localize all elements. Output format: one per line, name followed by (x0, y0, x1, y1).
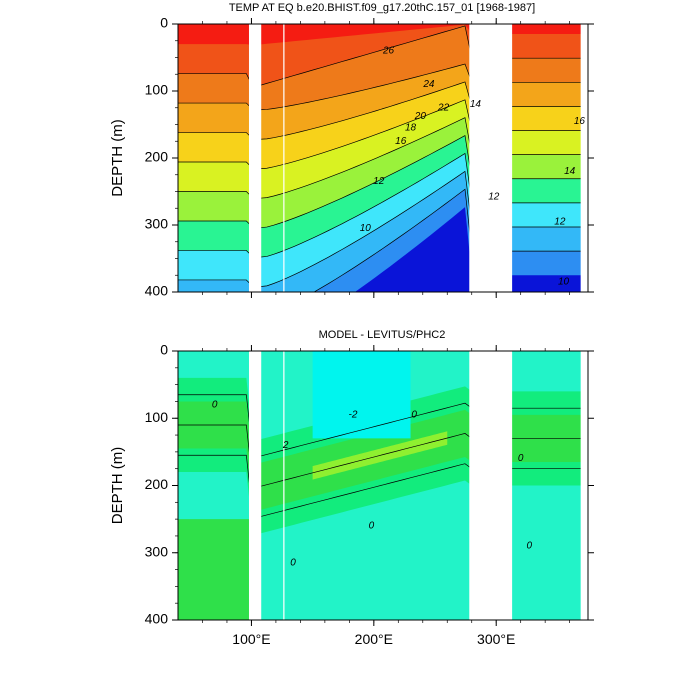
isotherm-16 (178, 135, 588, 229)
contour-label: 0 (526, 541, 532, 552)
contour-label: 12 (554, 216, 566, 227)
isotherm-24 (178, 63, 588, 111)
top-contour-lines (178, 25, 588, 292)
contour-label: 24 (422, 79, 435, 90)
isotherm-14 (178, 152, 588, 258)
y-tick-label: 200 (145, 476, 169, 492)
isotherm-12 (178, 170, 588, 287)
land-gap (283, 24, 285, 292)
contour-label: 0 (518, 453, 524, 464)
panel-temperature: TEMP AT EQ b.e20.BHIST.f09_g17.20thC.157… (109, 2, 594, 299)
contour-label: 0 (212, 399, 218, 410)
isotherm-18 (178, 117, 588, 199)
contour-label: 26 (382, 45, 395, 56)
y-tick-label: 0 (160, 342, 168, 358)
isotherm-10 (178, 188, 588, 292)
y-tick-label: 300 (145, 216, 169, 232)
y-tick-label: 400 (145, 283, 169, 299)
bottom-contour-lines (178, 394, 588, 519)
diff-isoline-2 (178, 454, 588, 519)
contour-label: 10 (558, 277, 570, 288)
contour-label: 2 (282, 440, 289, 451)
bottom-contour-labels: 0 2 -2 0 0 0 0 0 (212, 399, 533, 568)
x-tick-label: 300°E (477, 631, 515, 647)
contour-label: 0 (290, 557, 296, 568)
bottom-contour-fills (178, 351, 588, 620)
contour-label: 12 (373, 176, 385, 187)
bottom-land-gaps (248, 351, 588, 620)
panel-difference: MODEL - LEVITUS/PHC2 0 2 -2 0 0 0 0 0 0 100 200 30… (109, 329, 594, 647)
contour-label: -2 (349, 410, 358, 421)
land-gap (248, 24, 262, 292)
y-tick-label: 300 (145, 543, 169, 559)
y-tick-label: 200 (145, 149, 169, 165)
contour-label: 10 (360, 223, 372, 234)
diff-isoline-1 (178, 424, 588, 489)
diff-isoline-0 (178, 394, 588, 459)
land-gap (469, 24, 513, 292)
contour-label: 0 (411, 410, 417, 421)
contour-label: 16 (574, 116, 586, 127)
bottom-y-axis-label: DEPTH (m) (109, 447, 126, 525)
isotherm-26 (178, 25, 588, 88)
contour-label: 16 (395, 136, 407, 147)
y-tick-label: 0 (160, 15, 168, 31)
x-tick-label: 100°E (232, 631, 270, 647)
contour-label: 22 (437, 102, 450, 113)
diff-band-neg (312, 351, 411, 439)
isotherm-22 (178, 81, 588, 140)
contour-label: 18 (405, 122, 417, 133)
y-tick-label: 400 (145, 611, 169, 627)
contour-label: 12 (488, 192, 500, 203)
contour-label: 0 (369, 520, 375, 531)
land-gap (283, 351, 285, 620)
top-contour-fills (178, 24, 588, 292)
x-tick-label: 200°E (355, 631, 393, 647)
land-gap (469, 351, 513, 620)
y-tick-label: 100 (145, 409, 169, 425)
diff-band-deep-west (178, 519, 249, 620)
isotherm-20 (178, 99, 588, 170)
top-y-axis-label: DEPTH (m) (109, 119, 126, 197)
contour-label: 14 (564, 166, 576, 177)
top-title: TEMP AT EQ b.e20.BHIST.f09_g17.20thC.157… (229, 2, 535, 14)
top-land-gaps (248, 24, 588, 292)
land-gap (580, 351, 588, 620)
land-gap (580, 24, 588, 292)
contour-label: 20 (414, 111, 427, 122)
land-gap (248, 351, 262, 620)
top-axes: 0 100 200 300 400 (145, 15, 594, 299)
contour-label: 14 (470, 99, 482, 110)
bottom-title: MODEL - LEVITUS/PHC2 (319, 329, 446, 341)
y-tick-label: 100 (145, 82, 169, 98)
